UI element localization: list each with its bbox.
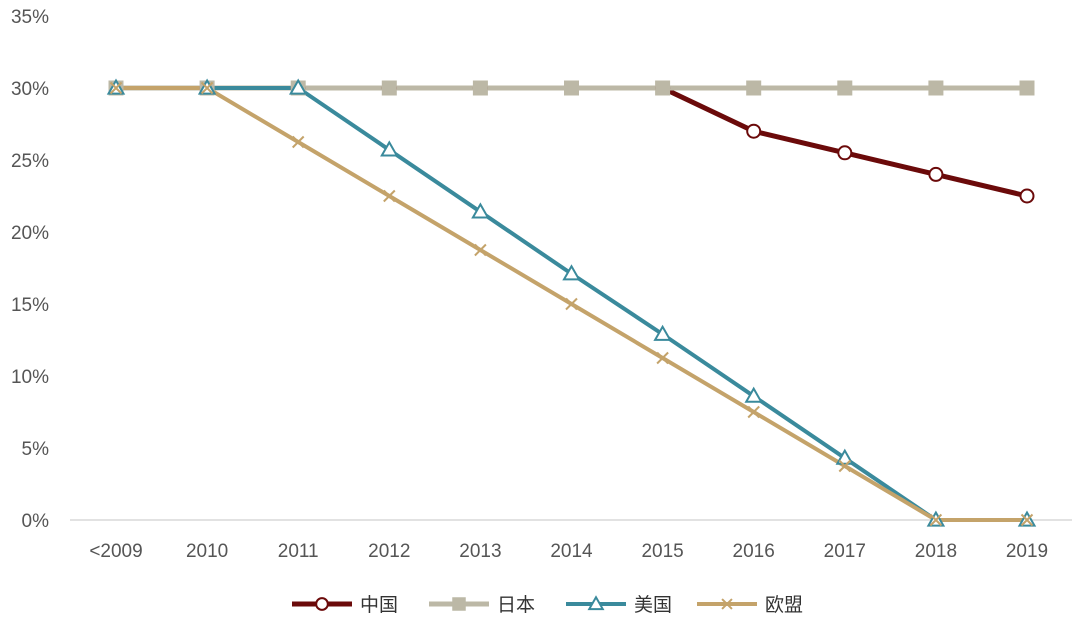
legend-marker <box>452 597 466 611</box>
y-tick-label: 25% <box>11 151 49 172</box>
x-tick-label: 2013 <box>459 541 501 562</box>
data-point <box>837 145 853 161</box>
series-layer <box>106 78 1037 527</box>
x-tick-label: 2012 <box>368 541 410 562</box>
y-axis-ticks: 0% 5% 10% 15% 20% 25% 30% 35% <box>11 7 49 532</box>
x-tick-label: 2018 <box>915 541 957 562</box>
x-tick-label: 2019 <box>1006 541 1048 562</box>
legend-label: 欧盟 <box>765 594 803 616</box>
data-point <box>474 243 487 257</box>
series-markers <box>108 80 1035 204</box>
legend-marker <box>315 597 329 611</box>
data-point <box>656 351 669 365</box>
data-point <box>565 297 578 311</box>
data-point <box>928 166 944 182</box>
data-point <box>744 386 763 403</box>
x-tick-label: 2011 <box>278 541 319 562</box>
data-point <box>200 81 214 95</box>
legend-marker <box>587 595 605 611</box>
data-point <box>838 459 852 473</box>
y-tick-label: 10% <box>11 367 49 388</box>
data-point <box>471 202 490 219</box>
data-point <box>928 80 944 96</box>
series-line <box>113 85 1030 199</box>
y-tick-label: 15% <box>11 295 49 316</box>
data-point <box>1019 188 1035 204</box>
data-point <box>383 189 396 203</box>
data-point <box>746 80 762 96</box>
x-tick-label: 2015 <box>641 541 683 562</box>
data-point <box>288 78 308 95</box>
y-tick-label: 5% <box>22 439 50 460</box>
y-tick-label: 0% <box>22 511 50 532</box>
x-tick-label: <2009 <box>89 541 142 562</box>
data-point <box>562 264 581 281</box>
data-point <box>746 123 762 139</box>
legend-item: 中国 <box>292 594 398 616</box>
data-point <box>1020 513 1034 527</box>
data-point <box>291 135 305 149</box>
x-axis-ticks: <2009 2010 2011 2012 2013 2014 2015 2016 2017 201… <box>89 541 1048 562</box>
data-point <box>380 140 399 157</box>
data-point <box>381 80 397 96</box>
legend-label: 日本 <box>497 594 535 616</box>
data-point <box>835 448 855 465</box>
x-tick-label: 2016 <box>733 541 775 562</box>
data-point <box>1019 80 1035 96</box>
legend-item: 日本 <box>429 594 535 616</box>
series-markers <box>109 81 1034 527</box>
y-tick-label: 30% <box>11 79 49 100</box>
legend-item: 欧盟 <box>697 594 803 616</box>
data-point <box>109 81 123 95</box>
legend: 中国 日本 美国 欧盟 <box>292 594 803 616</box>
x-tick-label: 2017 <box>824 541 866 562</box>
data-point <box>655 80 671 96</box>
data-point <box>472 80 488 96</box>
y-tick-label: 20% <box>11 223 49 244</box>
legend-label: 中国 <box>360 594 398 616</box>
x-tick-label: 2014 <box>550 541 593 562</box>
x-tick-label: 2010 <box>186 541 228 562</box>
data-point <box>747 405 760 419</box>
legend-marker <box>721 598 733 610</box>
legend-label: 美国 <box>634 594 672 616</box>
data-point <box>564 80 579 96</box>
data-point <box>837 80 853 96</box>
data-point <box>653 324 672 341</box>
y-tick-label: 35% <box>11 7 49 28</box>
data-point <box>929 513 943 527</box>
legend-item: 美国 <box>566 594 672 616</box>
series-1 <box>113 85 1030 199</box>
